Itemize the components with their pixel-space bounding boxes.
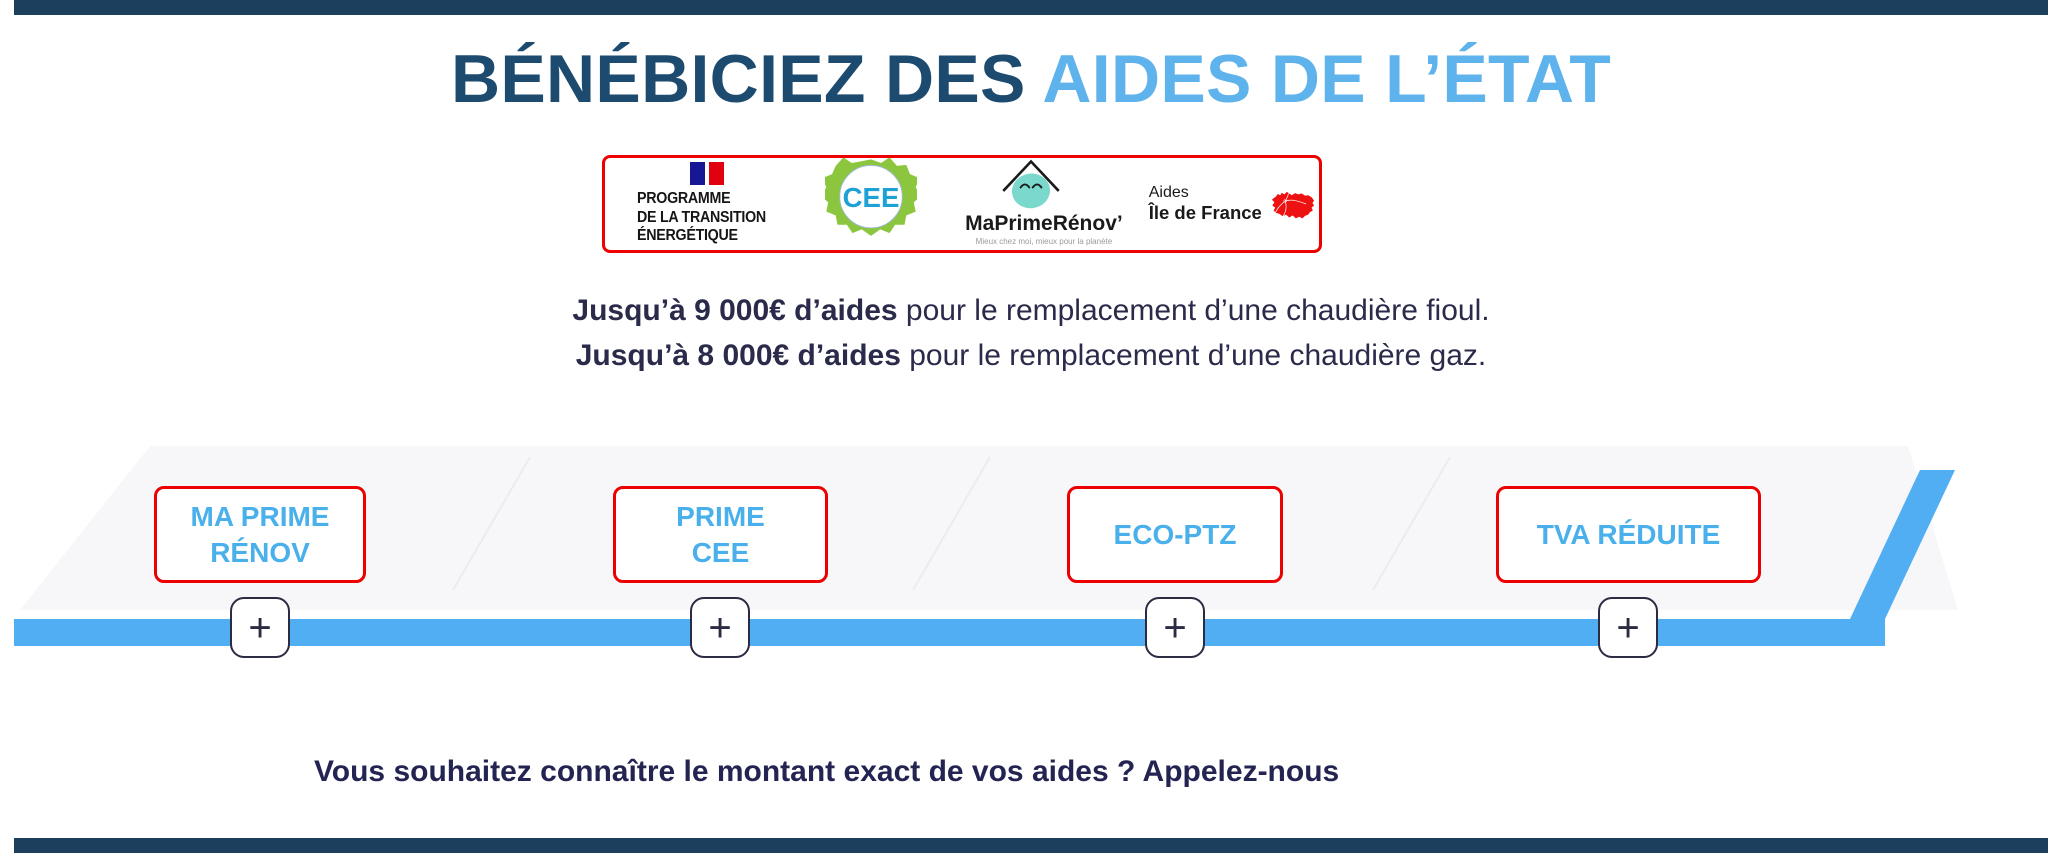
svg-text:CEE: CEE bbox=[843, 182, 900, 213]
